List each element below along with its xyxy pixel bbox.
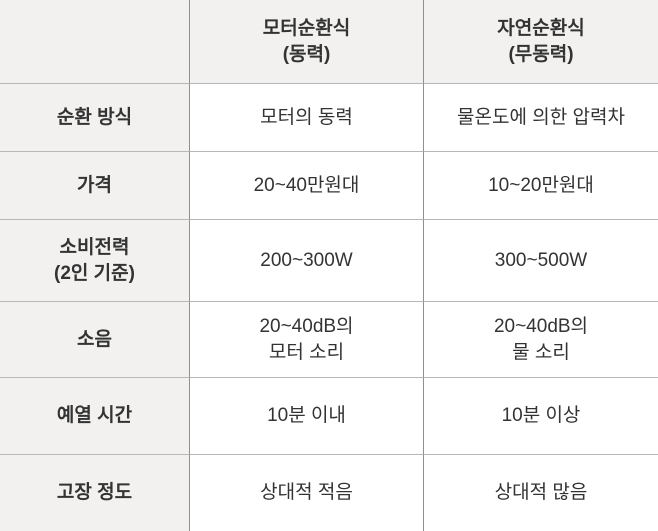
row-label-noise: 소음 — [0, 302, 190, 378]
data-cell-circulation-natural: 물온도에 의한 압력차 — [424, 84, 658, 152]
row-label-price: 가격 — [0, 152, 190, 220]
data-cell-power-natural: 300~500W — [424, 220, 658, 302]
data-cell-failure-natural: 상대적 많음 — [424, 455, 658, 531]
data-cell-price-motor: 20~40만원대 — [190, 152, 424, 220]
data-cell-power-motor: 200~300W — [190, 220, 424, 302]
data-cell-circulation-motor: 모터의 동력 — [190, 84, 424, 152]
header-col-natural: 자연순환식 (무동력) — [424, 0, 658, 84]
data-cell-preheat-natural: 10분 이상 — [424, 378, 658, 455]
row-label-circulation: 순환 방식 — [0, 84, 190, 152]
data-cell-failure-motor: 상대적 적음 — [190, 455, 424, 531]
header-corner-cell — [0, 0, 190, 84]
data-cell-noise-natural: 20~40dB의 물 소리 — [424, 302, 658, 378]
data-cell-preheat-motor: 10분 이내 — [190, 378, 424, 455]
row-label-power: 소비전력 (2인 기준) — [0, 220, 190, 302]
data-cell-noise-motor: 20~40dB의 모터 소리 — [190, 302, 424, 378]
header-col-motor: 모터순환식 (동력) — [190, 0, 424, 84]
row-label-failure: 고장 정도 — [0, 455, 190, 531]
data-cell-price-natural: 10~20만원대 — [424, 152, 658, 220]
row-label-preheat: 예열 시간 — [0, 378, 190, 455]
